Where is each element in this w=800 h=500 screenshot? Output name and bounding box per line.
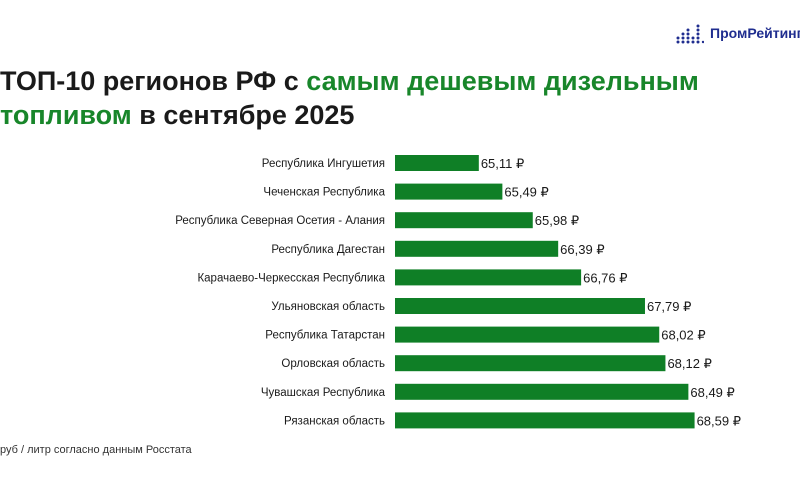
title-part2: в сентябре 2025 xyxy=(131,100,355,130)
value-label: 66,76 ₽ xyxy=(583,270,627,285)
value-label: 68,49 ₽ xyxy=(690,385,734,400)
category-label: Республика Ингушетия xyxy=(262,158,385,170)
value-label: 65,11 ₽ xyxy=(481,156,524,171)
bar xyxy=(395,412,695,429)
value-label: 66,39 ₽ xyxy=(560,242,604,257)
logo-text: ПромРейтинг xyxy=(710,25,800,41)
value-label: 65,49 ₽ xyxy=(504,185,548,200)
title-accent-1: самым дешевым дизельным xyxy=(306,66,699,96)
bar xyxy=(395,298,645,314)
chart-title: ТОП-10 регионов РФ с самым дешевым дизел… xyxy=(0,64,800,132)
category-label: Чеченская Республика xyxy=(263,187,385,199)
category-label: Республика Татарстан xyxy=(265,330,385,342)
bar xyxy=(395,383,689,400)
category-label: Республика Дагестан xyxy=(271,244,385,256)
bar xyxy=(395,240,559,257)
title-part1: ТОП-10 регионов РФ с xyxy=(0,66,307,96)
logo: ПромРейтинг xyxy=(676,22,800,44)
category-label: Чувашская Республика xyxy=(261,387,386,399)
value-label: 68,02 ₽ xyxy=(661,328,705,343)
bar xyxy=(395,212,533,229)
value-label: 65,98 ₽ xyxy=(535,213,579,228)
bar xyxy=(395,326,660,343)
value-label: 68,59 ₽ xyxy=(697,413,741,428)
category-label: Ульяновская область xyxy=(271,301,385,313)
category-label: Карачаево-Черкесская Республика xyxy=(197,272,385,284)
title-accent-2: топливом xyxy=(0,100,132,130)
value-label: 68,12 ₽ xyxy=(667,356,711,371)
bar xyxy=(395,269,582,286)
bar-dots-icon xyxy=(676,24,704,44)
category-label: Рязанская область xyxy=(284,415,385,427)
bar xyxy=(395,183,503,200)
value-label: 67,79 ₽ xyxy=(647,299,691,314)
bar xyxy=(395,355,666,372)
source-note: руб / литр согласно данным Росстата xyxy=(0,444,192,456)
category-label: Республика Северная Осетия - Алания xyxy=(175,215,385,227)
category-label: Орловская область xyxy=(281,358,385,370)
bar xyxy=(395,155,479,171)
